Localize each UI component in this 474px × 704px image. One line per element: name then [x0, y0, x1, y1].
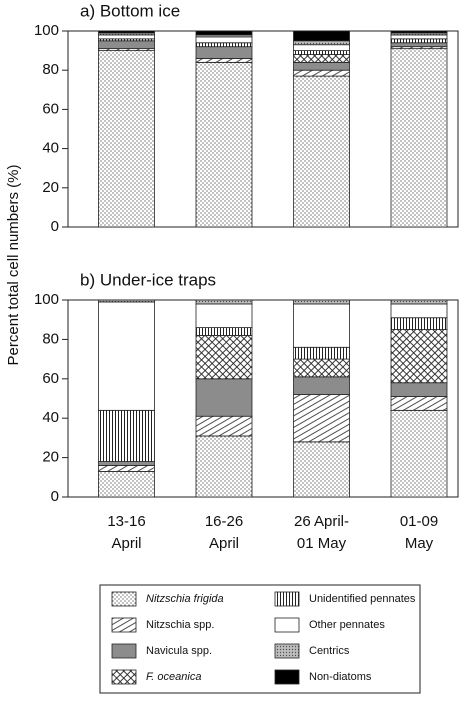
- bar-segment: [293, 441, 350, 498]
- bar-segment: [390, 317, 448, 330]
- bar-segment: [98, 409, 155, 462]
- chart-title: b) Under-ice traps: [80, 270, 216, 289]
- legend-swatch: [274, 591, 300, 607]
- bar-segment: [195, 36, 253, 44]
- bar-segment: [390, 30, 448, 34]
- bar-segment: [293, 61, 350, 71]
- bar-segment: [195, 435, 253, 498]
- legend-label: Other pennates: [309, 619, 385, 631]
- bar-segment: [390, 396, 448, 411]
- bar-segment: [293, 303, 350, 348]
- legend-swatch: [274, 617, 300, 633]
- bar-segment: [195, 42, 253, 48]
- bar-segment: [390, 42, 448, 48]
- bar-segment: [195, 415, 253, 437]
- bar-segment: [98, 30, 155, 34]
- y-axis-label: Percent total cell numbers (%): [5, 165, 22, 366]
- legend-box: [99, 584, 421, 694]
- x-tick-label: 16-26: [205, 513, 243, 530]
- bar-segment: [293, 50, 350, 55]
- bar-segment: [390, 38, 448, 44]
- y-tick-label: 20: [42, 449, 59, 466]
- legend-label: Centrics: [309, 645, 350, 657]
- legend-label: Non-diatoms: [309, 671, 372, 683]
- plot-frame: [67, 30, 459, 228]
- y-tick-label: 20: [42, 179, 59, 196]
- legend-label: Unidentified pennates: [309, 593, 416, 605]
- bar-segment: [98, 50, 155, 228]
- x-tick-label: 26 April-: [294, 513, 349, 530]
- chart-title: a) Bottom ice: [80, 1, 180, 20]
- bar-segment: [293, 69, 350, 77]
- bar-segment: [195, 46, 253, 59]
- bar-segment: [293, 376, 350, 395]
- y-tick-label: 0: [51, 218, 59, 235]
- y-tick-label: 40: [42, 409, 59, 426]
- legend-swatch: [111, 643, 137, 659]
- bar-segment: [293, 54, 350, 63]
- x-tick-label: April: [209, 535, 239, 552]
- legend-label: Nitzschia spp.: [146, 619, 214, 631]
- bar-segment: [195, 378, 253, 417]
- x-tick-label: 13-16: [107, 513, 145, 530]
- legend-swatch: [111, 669, 137, 685]
- bar-segment: [293, 30, 350, 42]
- legend-swatch: [274, 669, 300, 685]
- bar-segment: [195, 335, 253, 380]
- bar-segment: [293, 394, 350, 443]
- bar-segment: [98, 301, 155, 411]
- bar-segment: [293, 358, 350, 378]
- bar-segment: [390, 48, 448, 228]
- legend-label: Navicula spp.: [146, 645, 212, 657]
- y-tick-label: 80: [42, 61, 59, 78]
- bar-segment: [390, 409, 448, 498]
- y-tick-label: 80: [42, 330, 59, 347]
- y-tick-label: 60: [42, 370, 59, 387]
- bar-segment: [98, 40, 155, 50]
- bar-segment: [195, 61, 253, 228]
- bar-segment: [293, 40, 350, 46]
- bar-segment: [98, 470, 155, 498]
- plot-frame: [67, 299, 459, 498]
- x-tick-label: May: [405, 535, 434, 552]
- y-tick-label: 40: [42, 140, 59, 157]
- legend-swatch: [111, 591, 137, 607]
- bar-segment: [195, 58, 253, 63]
- x-tick-label: April: [111, 535, 141, 552]
- bar-segment: [98, 299, 155, 303]
- bar-segment: [98, 461, 155, 466]
- x-tick-label: 01-09: [400, 513, 438, 530]
- y-tick-label: 100: [34, 22, 59, 39]
- legend-label: F. oceanica: [146, 671, 201, 683]
- bar-segment: [390, 303, 448, 319]
- x-tick-label: 01 May: [297, 535, 347, 552]
- bar-segment: [293, 75, 350, 228]
- bar-segment: [390, 382, 448, 397]
- bar-segment: [293, 346, 350, 360]
- bar-segment: [195, 303, 253, 328]
- bar-segment: [195, 30, 253, 36]
- y-tick-label: 0: [51, 488, 59, 505]
- bar-segment: [195, 299, 253, 305]
- legend-swatch: [111, 617, 137, 633]
- legend-label: Nitzschia frigida: [146, 593, 224, 605]
- bar-segment: [293, 299, 350, 305]
- legend-swatch: [274, 643, 300, 659]
- bar-segment: [98, 465, 155, 472]
- bar-segment: [390, 329, 448, 384]
- y-tick-label: 60: [42, 100, 59, 117]
- y-tick-label: 100: [34, 291, 59, 308]
- bar-segment: [390, 34, 448, 40]
- bar-segment: [195, 327, 253, 336]
- bar-segment: [390, 299, 448, 305]
- bar-segment: [98, 34, 155, 40]
- bar-segment: [293, 44, 350, 52]
